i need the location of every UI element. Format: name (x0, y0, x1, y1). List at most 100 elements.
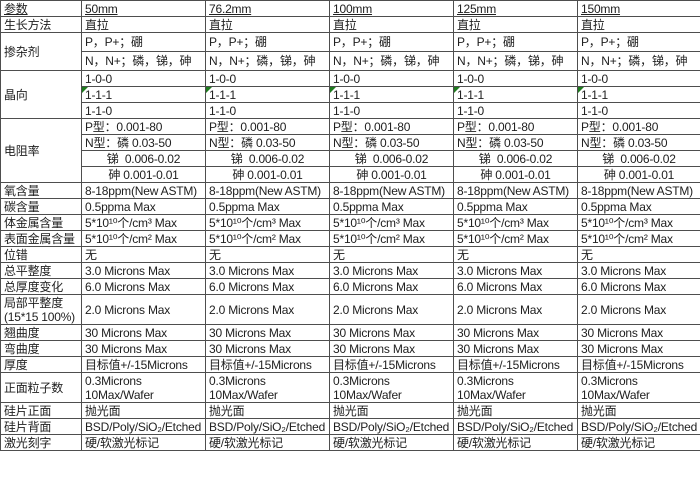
spec-cell: 1-0-0 (205, 70, 330, 87)
spec-cell: 1-1-0 (329, 102, 454, 119)
table-row: 总厚度变化 6.0 Microns Max 6.0 Microns Max 6.0 M… (0, 278, 700, 295)
spec-cell: N，N+；磷，锑，砷 (329, 51, 454, 71)
spec-cell: 2.0 Microns Max (81, 294, 206, 325)
spec-cell: 目标值+/-15Microns (205, 356, 330, 373)
spec-cell: 5*10¹⁰个/cm³ Max (577, 214, 700, 231)
spec-cell: 硬/软激光标记 (453, 434, 578, 451)
error-indicator-icon (330, 87, 336, 93)
spec-cell: 1-0-0 (329, 70, 454, 87)
spec-cell: 抛光面 (81, 402, 206, 419)
spec-cell: 硬/软激光标记 (81, 434, 206, 451)
spec-cell: 硬/软激光标记 (577, 434, 700, 451)
spec-cell: 1-0-0 (577, 70, 700, 87)
spec-cell: 1-1-0 (205, 102, 330, 119)
table-row: 表面金属含量 5*10¹⁰个/cm² Max 5*10¹⁰个/cm² Max 5*10… (0, 230, 700, 247)
spec-cell: 30 Microns Max (329, 324, 454, 341)
spec-cell: 8-18ppm(New ASTM) (81, 182, 206, 199)
spec-cell: 1-1-1 (577, 86, 700, 103)
spec-cell: 1-1-0 (81, 102, 206, 119)
spec-cell: 3.0 Microns Max (577, 262, 700, 279)
spec-cell: 直拉 (205, 16, 330, 33)
table-row: 弯曲度 30 Microns Max 30 Microns Max 30 Micron… (0, 340, 700, 357)
row-label: 氧含量 (0, 182, 82, 199)
row-label: 总平整度 (0, 262, 82, 279)
error-indicator-icon (82, 87, 88, 93)
table-row: 碳含量 0.5ppma Max 0.5ppma Max 0.5ppma Max 0.5p… (0, 198, 700, 215)
table-row: 氧含量 8-18ppm(New ASTM) 8-18ppm(New ASTM) 8-1… (0, 182, 700, 199)
spec-cell: 2.0 Microns Max (329, 294, 454, 325)
size-column-header: 125mm (453, 0, 578, 17)
row-label: 硅片背面 (0, 418, 82, 435)
table-row: 掺杂剂 P，P+；硼 P，P+；硼 P，P+；硼 P，P+；硼 P，P+；硼 (0, 32, 700, 71)
spec-cell: 5*10¹⁰个/cm² Max (329, 230, 454, 247)
spec-cell: 1-1-0 (577, 102, 700, 119)
spec-cell: 硬/软激光标记 (329, 434, 454, 451)
spec-cell: 8-18ppm(New ASTM) (453, 182, 578, 199)
row-label: 位错 (0, 246, 82, 263)
table-row: N，N+；磷，锑，砷 N，N+；磷，锑，砷 N，N+；磷，锑，砷 N，N+；磷，锑，砷… (1, 51, 700, 71)
table-row: 晶向 1-0-0 1-0-0 1-0-0 1-0-0 1-0-0 (0, 70, 700, 119)
spec-cell: 2.0 Microns Max (453, 294, 578, 325)
spec-cell: 30 Microns Max (577, 324, 700, 341)
row-label: 正面粒子数 (0, 372, 82, 403)
spec-cell: 抛光面 (205, 402, 330, 419)
spec-cell: N型：磷 0.03-50 (205, 134, 330, 151)
row-label: 电阻率 (0, 118, 82, 183)
spec-cell: P型：0.001-80 (81, 118, 206, 135)
spec-cell: 8-18ppm(New ASTM) (205, 182, 330, 199)
spec-cell: 锑 0.006-0.02 (81, 150, 206, 167)
spec-cell: 2.0 Microns Max (205, 294, 330, 325)
table-row: 生长方法 直拉 直拉 直拉 直拉 直拉 (0, 16, 700, 33)
error-indicator-icon (206, 87, 212, 93)
row-label: 碳含量 (0, 198, 82, 215)
spec-cell: 砷 0.001-0.01 (329, 166, 454, 183)
table-row: 总平整度 3.0 Microns Max 3.0 Microns Max 3.0 Mi… (0, 262, 700, 279)
size-column-header: 76.2mm (205, 0, 330, 17)
spec-cell: P，P+；硼 (205, 32, 330, 52)
spec-cell: 1-1-1 (329, 86, 454, 103)
table-row: 正面粒子数 0.3Microns 10Max/Wafer 0.3Microns 10… (0, 372, 700, 403)
spec-cell: 1-0-0 (81, 70, 206, 87)
spec-cell: N型：磷 0.03-50 (329, 134, 454, 151)
spec-cell: 目标值+/-15Microns (577, 356, 700, 373)
spec-cell: 无 (453, 246, 578, 263)
spec-cell: 30 Microns Max (329, 340, 454, 357)
table-row: 翘曲度 30 Microns Max 30 Microns Max 30 Micron… (0, 324, 700, 341)
spec-cell: 1-1-0 (453, 102, 578, 119)
spec-cell: BSD/Poly/SiO₂/Etched (453, 418, 578, 435)
spec-cell: 目标值+/-15Microns (453, 356, 578, 373)
table-row: 电阻率 P型：0.001-80 P型：0.001-80 P型：0.001-80 P型：0… (0, 118, 700, 183)
spec-cell: P型：0.001-80 (453, 118, 578, 135)
row-label: 生长方法 (0, 16, 82, 33)
spec-cell: 锑 0.006-0.02 (577, 150, 700, 167)
table-row: 硅片背面 BSD/Poly/SiO₂/Etched BSD/Poly/SiO₂/Et… (0, 418, 700, 435)
spec-cell: 抛光面 (329, 402, 454, 419)
row-label: 体金属含量 (0, 214, 82, 231)
spec-cell: N，N+；磷，锑，砷 (205, 51, 330, 71)
table-row: 1-1-1 1-1-1 1-1-1 1-1-1 1-1-1 (1, 86, 700, 103)
spec-cell: BSD/Poly/SiO₂/Etched (577, 418, 700, 435)
spec-cell: 30 Microns Max (453, 324, 578, 341)
spec-cell: 1-1-1 (453, 86, 578, 103)
spec-cell: BSD/Poly/SiO₂/Etched (81, 418, 206, 435)
table-row: N型：磷 0.03-50 N型：磷 0.03-50 N型：磷 0.03-50 N型：磷… (1, 134, 700, 151)
spec-cell: 无 (329, 246, 454, 263)
spec-cell: 0.5ppma Max (81, 198, 206, 215)
row-label: 掺杂剂 (0, 32, 82, 71)
spec-cell: 0.3Microns 10Max/Wafer (81, 372, 206, 403)
spec-cell: 无 (205, 246, 330, 263)
spec-cell: 2.0 Microns Max (577, 294, 700, 325)
spec-cell: N型：磷 0.03-50 (453, 134, 578, 151)
row-label: 总厚度变化 (0, 278, 82, 295)
spec-cell: 6.0 Microns Max (81, 278, 206, 295)
spec-cell: 0.3Microns 10Max/Wafer (453, 372, 578, 403)
spec-cell: 30 Microns Max (81, 340, 206, 357)
spec-cell: 0.5ppma Max (453, 198, 578, 215)
spec-cell: 6.0 Microns Max (205, 278, 330, 295)
table-row: 位错无无无无无 (0, 246, 700, 263)
row-label: 激光刻字 (0, 434, 82, 451)
spec-cell: 目标值+/-15Microns (329, 356, 454, 373)
table-row: 硅片正面 抛光面 抛光面 抛光面 抛光面 抛光面 (0, 402, 700, 419)
spec-cell: P型：0.001-80 (329, 118, 454, 135)
table-row: 砷 0.001-0.01 砷 0.001-0.01 砷 0.001-0.01 砷 0.… (1, 166, 700, 183)
